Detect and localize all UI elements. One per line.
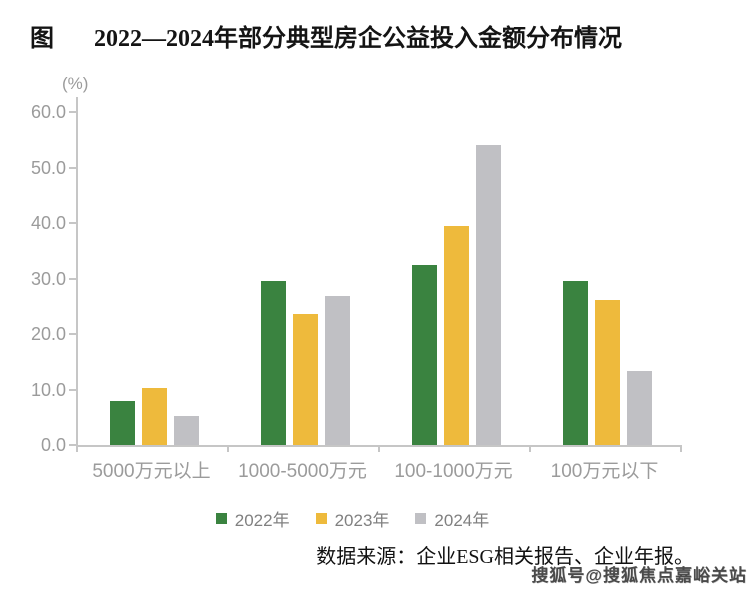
y-axis-tick-label: 0.0 xyxy=(40,435,66,455)
x-axis-tick xyxy=(529,445,531,452)
legend-item-2023年: 2023年 xyxy=(315,506,390,531)
bar-2024年-5000万元以上 xyxy=(174,416,199,445)
x-category-label: 1000-5000万元 xyxy=(238,461,367,482)
watermark-text: 搜狐号@搜狐焦点嘉峪关站 xyxy=(531,566,747,585)
legend-swatch-icon xyxy=(315,513,327,524)
chart-title: 图 2022—2024年部分典型房企公益投入金额分布情况 xyxy=(30,18,622,53)
y-axis-tick-label: 30.0 xyxy=(30,268,66,289)
y-axis-tick xyxy=(69,111,76,113)
legend-label: 2024年 xyxy=(434,511,490,530)
y-axis-tick xyxy=(69,222,76,224)
x-category-label: 5000万元以上 xyxy=(92,461,211,482)
y-axis-tick-label: 40.0 xyxy=(30,213,66,233)
x-category-label: 100-1000万元 xyxy=(394,461,513,482)
y-axis-tick xyxy=(69,444,76,446)
legend-swatch-icon xyxy=(415,513,427,524)
legend-label: 2023年 xyxy=(334,511,390,530)
y-axis-tick xyxy=(69,388,76,391)
x-axis-tick xyxy=(76,445,78,452)
bar-2023年-100万元以下 xyxy=(595,299,620,445)
bar-2022年-1000-5000万元 xyxy=(261,281,286,445)
bar-2023年-100-1000万元 xyxy=(444,226,469,445)
y-axis-unit-label: (%) xyxy=(62,74,89,93)
x-axis-tick xyxy=(227,445,229,452)
y-axis-tick-label: 50.0 xyxy=(30,157,66,178)
y-axis-line xyxy=(76,97,78,447)
bar-2022年-5000万元以上 xyxy=(110,401,135,445)
bar-2022年-100万元以下 xyxy=(563,281,588,445)
x-category-label: 100万元以下 xyxy=(550,461,659,482)
bar-2023年-5000万元以上 xyxy=(142,388,167,445)
chart-legend: 2022年 2023年 2024年 xyxy=(0,506,727,531)
legend-label: 2022年 xyxy=(234,511,290,530)
bar-2024年-1000-5000万元 xyxy=(325,295,350,445)
legend-swatch-icon xyxy=(215,513,227,524)
legend-item-2022年: 2022年 xyxy=(215,506,290,531)
legend-item-2024年: 2024年 xyxy=(415,506,489,531)
bar-2024年-100万元以下 xyxy=(627,371,652,445)
y-axis-tick-label: 60.0 xyxy=(30,102,66,122)
figure-label: 图 xyxy=(30,26,54,52)
x-axis-tick xyxy=(680,445,682,452)
chart-title-text: 2022—2024年部分典型房企公益投入金额分布情况 xyxy=(94,26,622,52)
data-source-note: 数据来源：企业ESG相关报告、企业年报。 xyxy=(316,546,694,568)
y-axis-tick-label: 20.0 xyxy=(30,324,66,344)
y-axis-tick xyxy=(69,333,76,335)
bar-2022年-100-1000万元 xyxy=(412,265,437,445)
bar-2024年-100-1000万元 xyxy=(476,145,501,445)
y-axis-tick-label: 10.0 xyxy=(30,379,66,400)
y-axis-tick xyxy=(69,166,76,169)
y-axis-tick xyxy=(69,277,76,280)
x-axis-tick xyxy=(378,445,380,452)
bar-2023年-1000-5000万元 xyxy=(293,314,318,445)
